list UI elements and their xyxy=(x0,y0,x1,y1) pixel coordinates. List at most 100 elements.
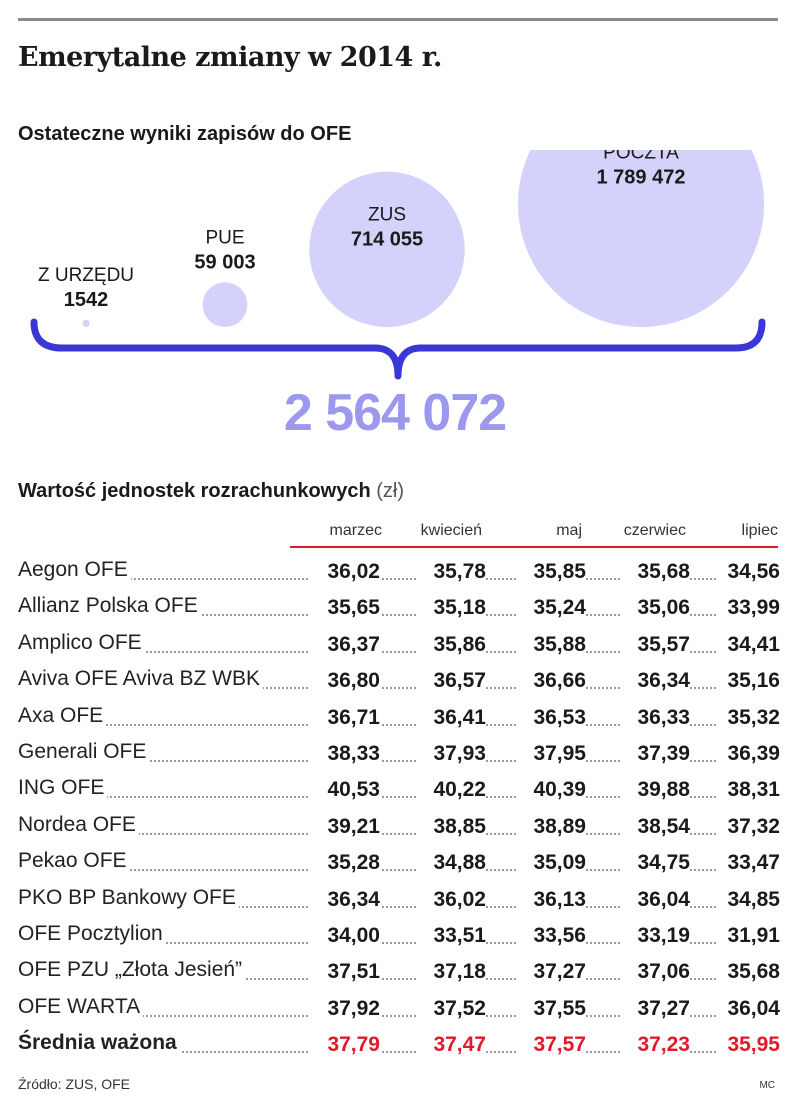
table-cell: 33,19 xyxy=(620,924,690,948)
bubble-value-label: 59 003 xyxy=(194,251,255,273)
dot-leader xyxy=(18,905,780,908)
dot-leader xyxy=(18,1051,780,1054)
table-row: Axa OFE 36,71 36,41 36,53 36,33 35,32 xyxy=(18,702,780,736)
table-cell: 39,21 xyxy=(310,814,380,839)
table-row: Allianz Polska OFE 35,65 35,18 35,24 35,06 33… xyxy=(18,592,780,626)
header-rule xyxy=(290,546,778,548)
bubble-category-label: ZUS xyxy=(368,205,406,226)
table-row: OFE PZU „Złota Jesień” 37,51 37,18 37,27 37,… xyxy=(18,956,780,990)
table-row: OFE Pocztylion 34,00 33,51 33,56 33,19 31,91 xyxy=(18,920,780,954)
table-cell: 34,41 xyxy=(718,632,780,657)
table-cell: 37,93 xyxy=(416,742,486,766)
table-cell: 35,24 xyxy=(516,596,586,621)
table-cell: 37,52 xyxy=(416,996,486,1021)
table-cell: 35,16 xyxy=(718,669,780,694)
bubble-category-label: POCZTA xyxy=(603,150,679,163)
table-row: Aviva OFE Aviva BZ WBK 36,80 36,57 36,66 36,… xyxy=(18,665,780,699)
month-header: lipiec xyxy=(741,522,778,539)
table-cell: 39,88 xyxy=(620,778,690,803)
dot-leader xyxy=(18,869,780,872)
table-cell: 37,57 xyxy=(516,1033,586,1058)
page-title: Emerytalne zmiany w 2014 r. xyxy=(18,42,442,73)
fund-name: OFE Pocztylion xyxy=(18,922,166,946)
table-cell: 37,55 xyxy=(516,996,586,1021)
table-cell: 37,47 xyxy=(416,1033,486,1058)
fund-name: Aviva OFE Aviva BZ WBK xyxy=(18,667,263,692)
table-cell: 35,88 xyxy=(516,632,586,657)
table-cell: 37,51 xyxy=(310,960,380,985)
table-cell: 37,79 xyxy=(310,1033,380,1058)
fund-name: PKO BP Bankowy OFE xyxy=(18,885,239,910)
table-cell: 36,04 xyxy=(620,887,690,912)
table-cell: 40,53 xyxy=(310,778,380,803)
table-title-text: Wartość jednostek rozrachunkowych xyxy=(18,480,371,502)
table-title: Wartość jednostek rozrachunkowych (zł) xyxy=(18,480,404,503)
total-count: 2 564 072 xyxy=(283,384,507,442)
table-row: Aegon OFE 36,02 35,78 35,85 35,68 34,56 xyxy=(18,556,780,590)
table-cell: 33,99 xyxy=(718,596,780,621)
bubble-value-label: 1 789 472 xyxy=(597,166,686,188)
dot-leader xyxy=(18,832,780,835)
table-cell: 34,88 xyxy=(416,851,486,876)
table-cell: 38,85 xyxy=(416,814,486,839)
table-cell: 35,86 xyxy=(416,632,486,657)
table-cell: 34,75 xyxy=(620,851,690,876)
table-cell: 36,04 xyxy=(718,996,780,1021)
table-cell: 35,85 xyxy=(516,560,586,584)
table-cell: 36,13 xyxy=(516,887,586,912)
bubble-category-label: Z URZĘDU xyxy=(38,265,134,286)
dot-leader xyxy=(18,760,780,762)
bubble-poczta xyxy=(518,150,764,327)
table-row: OFE WARTA 37,92 37,52 37,55 37,27 36,04 xyxy=(18,993,780,1027)
table-cell: 37,23 xyxy=(620,1033,690,1058)
dot-leader xyxy=(18,942,780,944)
table-row: Amplico OFE 36,37 35,86 35,88 35,57 34,41 xyxy=(18,629,780,663)
table-cell: 36,41 xyxy=(416,705,486,730)
dot-leader xyxy=(18,687,780,690)
table-cell: 37,32 xyxy=(718,814,780,839)
author-credit: MC xyxy=(759,1080,775,1091)
month-header: kwiecień xyxy=(420,522,482,539)
table-cell: 35,57 xyxy=(620,632,690,657)
fund-name: Allianz Polska OFE xyxy=(18,594,201,619)
dot-leader xyxy=(18,614,780,617)
table-cell: 37,18 xyxy=(416,960,486,985)
table-cell: 40,39 xyxy=(516,778,586,803)
source-note: Źródło: ZUS, OFE xyxy=(18,1076,131,1092)
table-cell: 38,54 xyxy=(620,814,690,839)
table-cell: 36,33 xyxy=(620,705,690,730)
dot-leader xyxy=(18,723,780,726)
table-cell: 36,02 xyxy=(310,560,380,584)
table-row: PKO BP Bankowy OFE 36,34 36,02 36,13 36,04 34… xyxy=(18,884,780,918)
bubble-z-urz-du xyxy=(82,319,90,327)
fund-name: Amplico OFE xyxy=(18,630,145,655)
table-cell: 37,27 xyxy=(516,960,586,985)
table-cell: 36,66 xyxy=(516,669,586,694)
dot-leader xyxy=(18,578,780,580)
table-cell: 35,28 xyxy=(310,851,380,876)
fund-name: Nordea OFE xyxy=(18,812,139,837)
dot-leader xyxy=(18,978,780,981)
table-row: Generali OFE 38,33 37,93 37,95 37,39 36,39 xyxy=(18,738,780,772)
bubble-chart: Z URZĘDU 1542 PUE 59 003 ZUS 714 055 POCZTA 1 7… xyxy=(30,150,766,380)
table-cell: 36,80 xyxy=(310,669,380,694)
table-cell: 31,91 xyxy=(718,924,780,948)
bubble-value-label: 1542 xyxy=(64,289,109,311)
table-cell: 35,09 xyxy=(516,851,586,876)
table-cell: 36,34 xyxy=(310,887,380,912)
dot-leader xyxy=(18,650,780,653)
total-brace xyxy=(30,318,766,380)
bubble-value-label: 714 055 xyxy=(351,229,423,251)
dot-leader xyxy=(18,796,780,799)
table-cell: 34,56 xyxy=(718,560,780,584)
month-header: czerwiec xyxy=(623,522,686,539)
table-cell: 37,92 xyxy=(310,996,380,1021)
bubble-category-label: PUE xyxy=(205,227,244,248)
month-header-row: marzec kwiecień maj czerwiec lipiec xyxy=(290,522,778,546)
table-cell: 33,47 xyxy=(718,851,780,876)
table-row: Nordea OFE 39,21 38,85 38,89 38,54 37,32 xyxy=(18,811,780,845)
fund-name: Axa OFE xyxy=(18,703,107,728)
fund-name: Aegon OFE xyxy=(18,558,131,582)
table-row: Pekao OFE 35,28 34,88 35,09 34,75 33,47 xyxy=(18,847,780,881)
table-cell: 38,33 xyxy=(310,742,380,766)
